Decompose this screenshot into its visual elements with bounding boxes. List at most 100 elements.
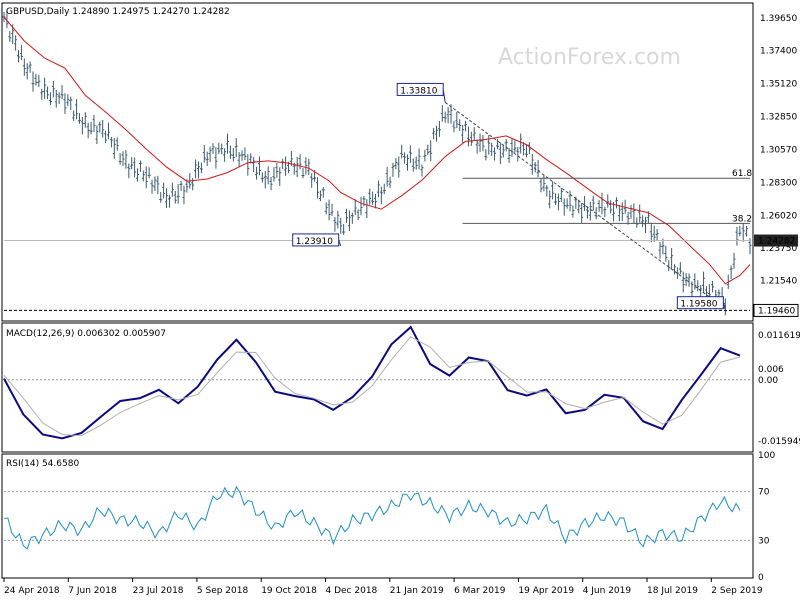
price-bar (455, 111, 459, 129)
price-bar (745, 226, 749, 237)
fib-trend-line (444, 102, 726, 310)
price-bar (252, 157, 256, 173)
price-bar (257, 156, 261, 176)
price-bar (376, 180, 380, 198)
price-bar (577, 199, 581, 214)
price-bar (336, 210, 340, 229)
price-bar (632, 203, 636, 224)
price-bar (101, 119, 105, 138)
price-bar (14, 35, 18, 51)
price-bar (214, 147, 218, 169)
price-bar (255, 166, 259, 180)
price-y-tick: 1.37400 (760, 46, 797, 56)
price-bar (664, 245, 668, 262)
price-bar (231, 147, 235, 162)
price-bar (199, 162, 203, 174)
price-bar (263, 170, 267, 189)
price-bar (738, 225, 742, 237)
price-bar (92, 114, 96, 133)
price-bar (240, 150, 244, 161)
rsi-y-tick: 100 (758, 451, 775, 461)
price-bar (732, 252, 736, 269)
price-bar (394, 158, 398, 170)
x-tick-label: 4 Dec 2018 (326, 586, 378, 596)
price-bar (124, 149, 128, 169)
price-bar (490, 142, 494, 156)
x-tick-label: 19 Apr 2019 (518, 586, 574, 596)
price-bar (339, 217, 343, 234)
price-bar (484, 149, 488, 161)
price-bar (565, 198, 569, 209)
price-bar (391, 162, 395, 177)
price-y-tick: 1.28300 (760, 178, 797, 188)
price-bar (606, 194, 610, 208)
price-bar (644, 216, 648, 234)
current-price-box (754, 234, 798, 247)
price-bar (516, 147, 520, 162)
price-bar (440, 105, 444, 122)
price-bar (196, 161, 200, 179)
price-bar (658, 241, 662, 259)
price-bar (115, 137, 119, 151)
price-bar (609, 200, 613, 214)
price-bar (568, 190, 572, 212)
price-bar (617, 205, 621, 222)
price-bar (466, 126, 470, 147)
price-bar (614, 197, 618, 209)
price-bar (281, 158, 285, 169)
price-bar (388, 176, 392, 188)
price-bar (260, 172, 264, 183)
price-y-tick: 1.30570 (760, 145, 797, 155)
price-bar (403, 152, 407, 164)
rsi-y-tick: 70 (758, 488, 770, 498)
price-bar (420, 164, 424, 177)
price-bar (179, 180, 183, 191)
price-bar (318, 190, 322, 202)
price-bar (551, 181, 555, 200)
price-bar (702, 271, 706, 293)
price-bar (603, 206, 607, 218)
svg-text:1.33810: 1.33810 (400, 86, 437, 96)
price-bar (182, 185, 186, 205)
price-bar (356, 209, 360, 221)
rsi-y-tick: 30 (758, 536, 770, 546)
price-panel (1, 2, 754, 322)
price-bar (141, 170, 145, 182)
price-bar (655, 229, 659, 241)
price-bar (353, 199, 357, 216)
price-bar (481, 134, 485, 152)
price-bar (121, 151, 125, 166)
price-bar (673, 264, 677, 275)
price-bar (37, 74, 41, 88)
price-bar (165, 188, 169, 208)
price-bar (735, 226, 739, 246)
price-bar (8, 31, 12, 42)
price-bar (426, 144, 430, 156)
price-bar (522, 142, 526, 156)
price-bar (191, 177, 195, 191)
x-tick-label: 5 Sep 2018 (197, 586, 249, 596)
price-bar (478, 133, 482, 153)
price-bar (741, 223, 745, 242)
rsi-panel-title: RSI(14) 54.6580 (6, 459, 79, 469)
price-bar (530, 154, 534, 175)
price-bar (408, 145, 412, 163)
price-bar (400, 144, 404, 159)
price-bar (63, 93, 67, 114)
price-bar (217, 142, 221, 155)
price-bar (60, 85, 64, 100)
price-y-tick: 1.32850 (760, 112, 797, 122)
price-bar (249, 153, 253, 164)
price-bar (321, 187, 325, 198)
price-bar (246, 154, 250, 176)
price-bar (498, 142, 502, 165)
price-bar (109, 137, 113, 148)
price-bar (635, 217, 639, 228)
price-bar (461, 124, 465, 143)
price-bar (562, 198, 566, 216)
price-y-tick: 1.21540 (760, 276, 797, 286)
price-bar (167, 194, 171, 208)
price-bar (458, 119, 462, 131)
price-bar (443, 111, 447, 123)
